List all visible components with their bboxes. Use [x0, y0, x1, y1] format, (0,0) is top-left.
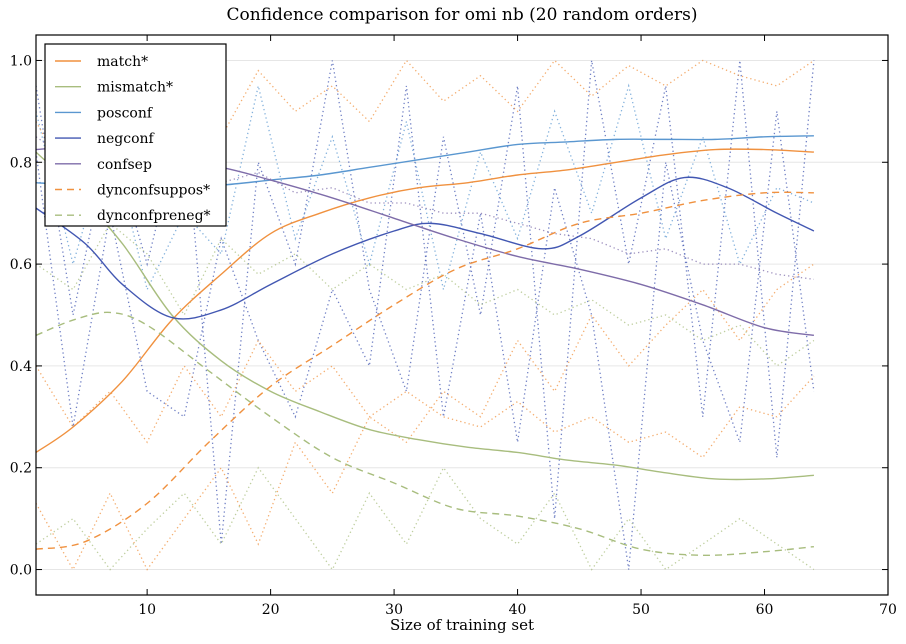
legend-label: negconf	[97, 131, 156, 147]
legend-label: confsep	[97, 157, 152, 173]
legend: match* mismatch* posconf negconf confsep dync…	[44, 43, 227, 227]
dotted-run-line	[36, 60, 815, 545]
legend-item: dynconfsuppos*	[55, 183, 210, 199]
dotted-run-line	[36, 466, 815, 571]
legend-label: match*	[97, 54, 148, 70]
y-tick-label: 0.4	[10, 359, 32, 375]
plot-frame	[35, 34, 889, 596]
series-line-dynconfpreneg	[36, 311, 814, 557]
legend-item: confsep	[55, 157, 152, 173]
legend-item: match*	[55, 54, 148, 70]
legend-item: posconf	[55, 105, 154, 121]
y-tick-label: 0.6	[10, 257, 32, 273]
x-tick-label: 60	[756, 602, 774, 618]
x-tick-label: 50	[632, 602, 650, 618]
x-tick-label: 70	[879, 602, 897, 618]
x-tick-label: 10	[138, 602, 156, 618]
legend-label: posconf	[97, 105, 154, 121]
legend-label: mismatch*	[97, 80, 173, 96]
x-tick-label: 40	[509, 602, 527, 618]
x-tick-label: 30	[385, 602, 403, 618]
y-tick-label: 0.2	[10, 461, 32, 477]
series-line-dynconfsuppos	[36, 191, 814, 550]
legend-item: mismatch*	[55, 80, 173, 96]
x-axis-label: Size of training set	[389, 616, 534, 634]
legend-item: negconf	[55, 131, 156, 147]
chart-title: Confidence comparison for omi nb (20 ran…	[226, 5, 698, 25]
dotted-run-line	[36, 263, 815, 571]
y-tick-label: 0.8	[10, 155, 32, 171]
x-tick-label: 20	[262, 602, 280, 618]
legend-item: dynconfpreneg*	[55, 208, 211, 224]
dotted-run-line	[36, 83, 815, 292]
dotted-run-line	[36, 339, 815, 459]
dotted-run-line	[36, 136, 815, 281]
legend-label: dynconfpreneg*	[97, 208, 211, 224]
series-line-match	[36, 148, 814, 454]
y-tick-label: 0.0	[10, 563, 32, 579]
y-tick-label: 1.0	[10, 53, 32, 69]
series-line-negconf	[36, 176, 815, 320]
series-line-mismatch	[36, 151, 814, 481]
legend-label: dynconfsuppos*	[97, 183, 210, 199]
legend-box	[44, 43, 227, 227]
